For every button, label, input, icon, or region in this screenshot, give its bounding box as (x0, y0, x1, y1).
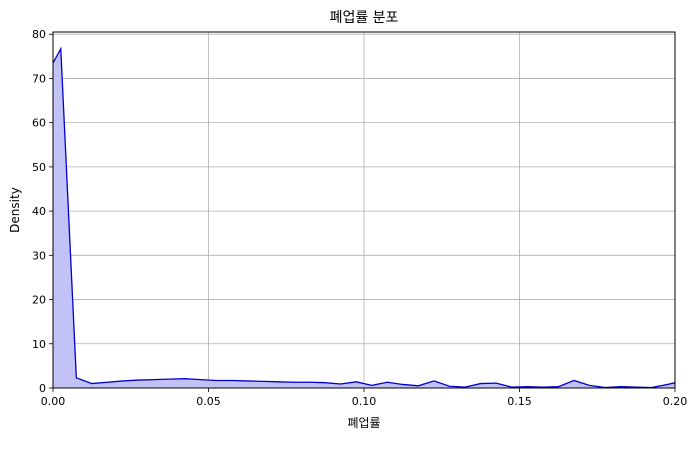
density-line (52, 46, 676, 389)
chart-title: 폐업률 분포 (330, 10, 399, 26)
y-axis-ticks: 0 10 20 30 40 50 60 70 80 (32, 28, 53, 395)
y-tick-label: 0 (39, 382, 46, 395)
y-tick-label: 30 (32, 249, 46, 262)
y-tick-label: 60 (32, 117, 46, 130)
x-axis-title: 폐업률 (347, 416, 380, 430)
y-tick-label: 10 (32, 338, 46, 351)
y-tick-label: 20 (32, 294, 46, 307)
y-tick-label: 70 (32, 72, 46, 85)
y-tick-label: 40 (32, 205, 46, 218)
x-tick-label: 0.05 (196, 395, 221, 408)
y-axis-title: Density (8, 187, 22, 233)
y-tick-label: 80 (32, 28, 46, 41)
x-tick-label: 0.20 (663, 395, 688, 408)
x-tick-label: 0.15 (507, 395, 532, 408)
x-tick-label: 0.00 (41, 395, 66, 408)
x-tick-label: 0.10 (352, 395, 377, 408)
y-tick-label: 50 (32, 161, 46, 174)
x-axis-ticks: 0.00 0.05 0.10 0.15 0.20 (41, 388, 688, 408)
